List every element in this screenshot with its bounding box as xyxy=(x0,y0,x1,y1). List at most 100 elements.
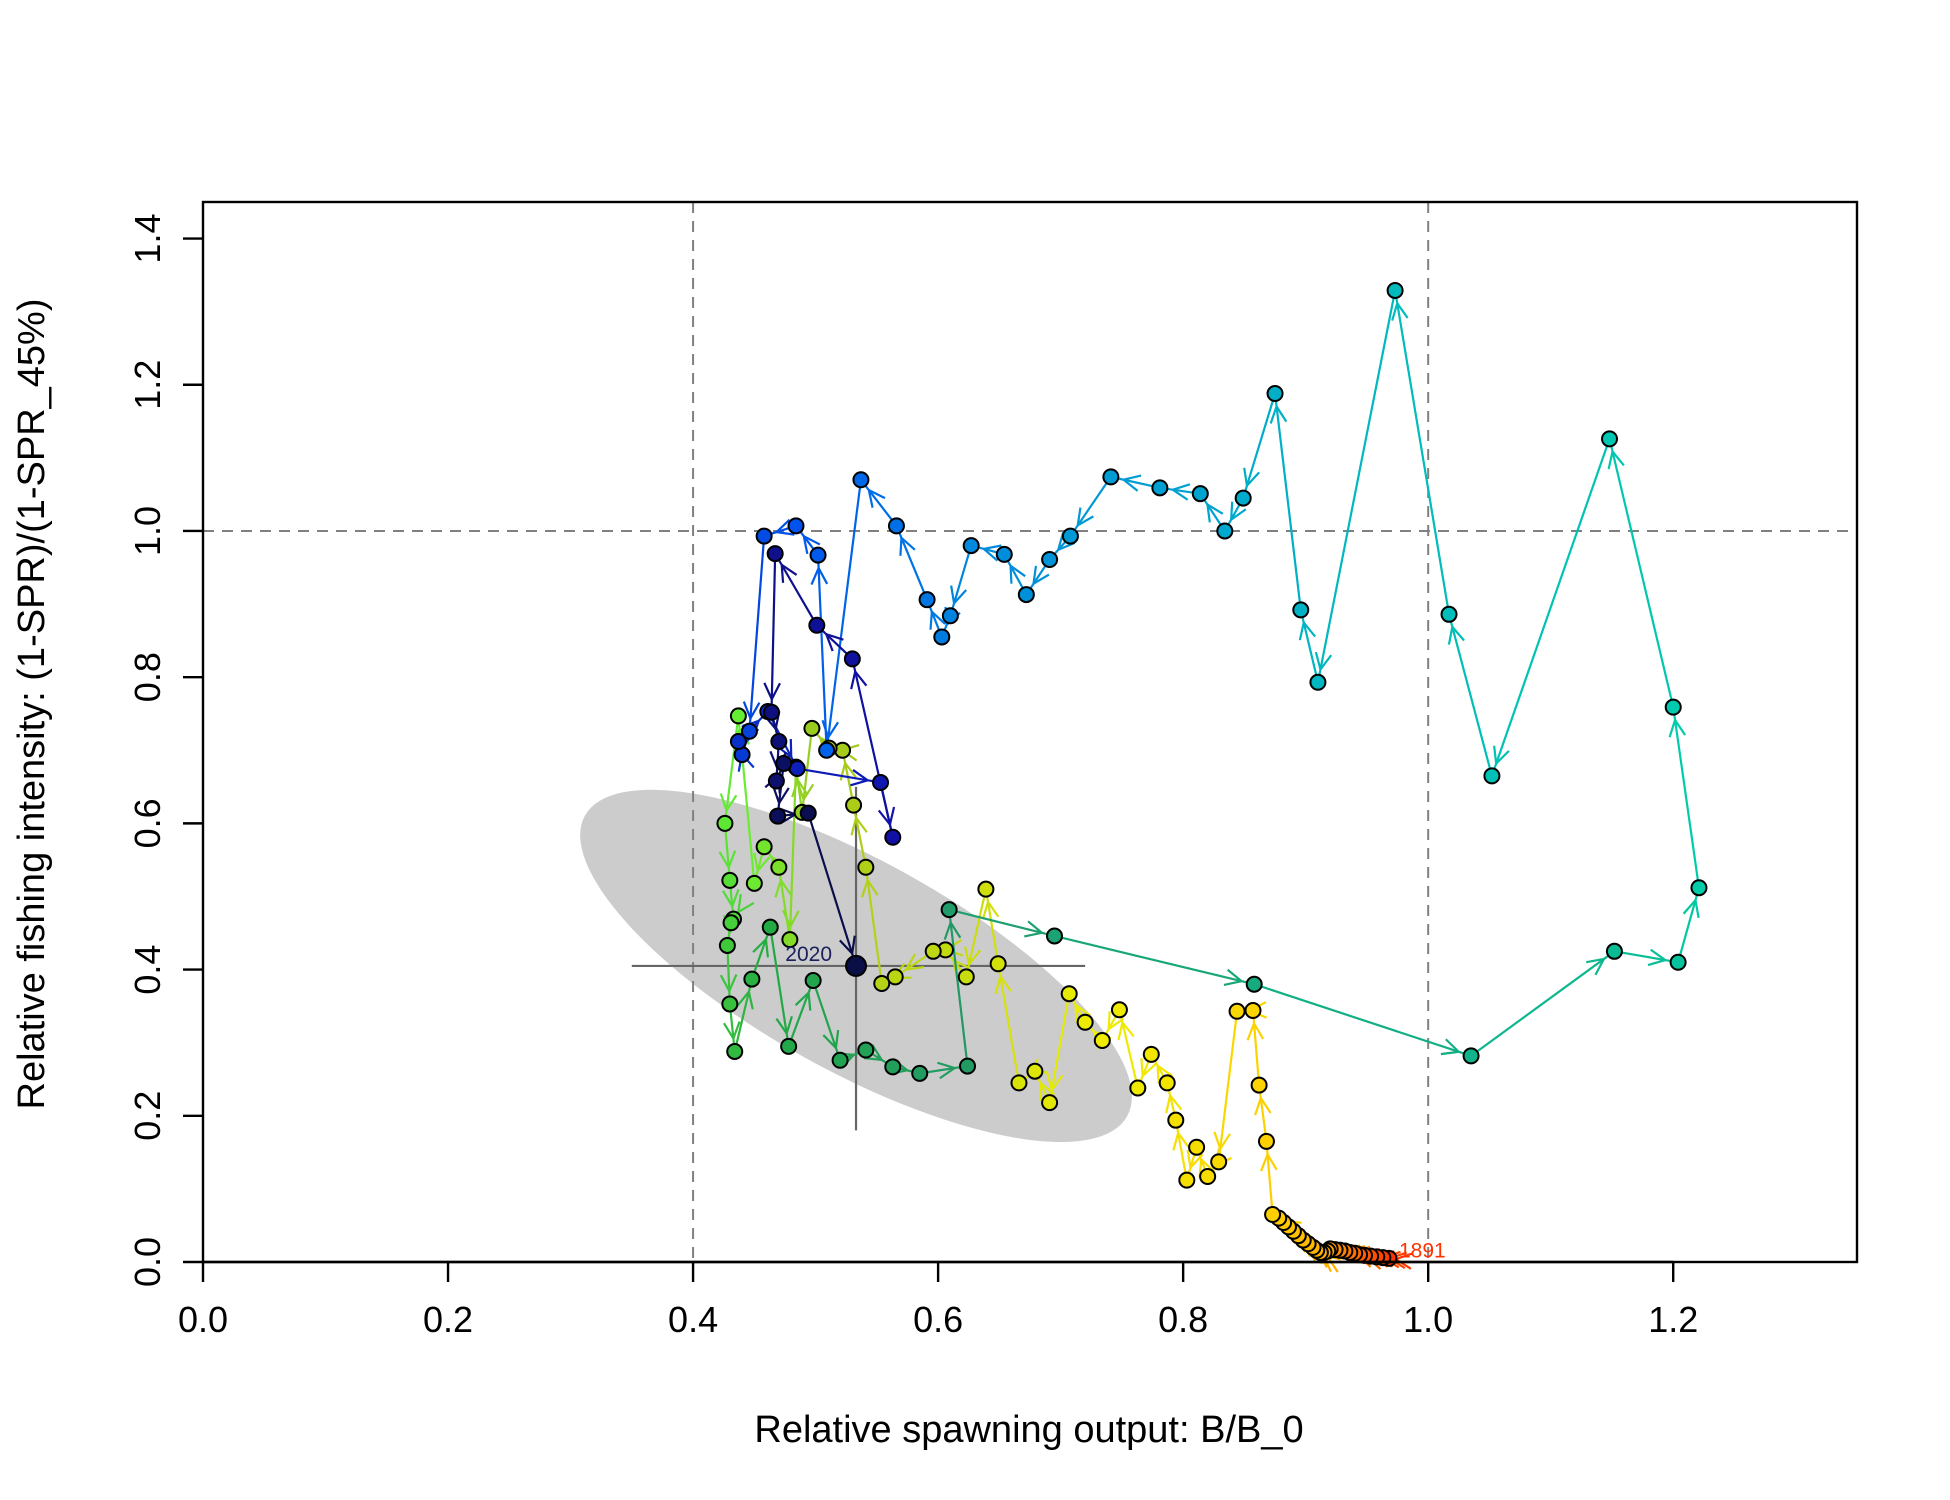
trajectory-arrow xyxy=(850,815,868,836)
trajectory-arrow xyxy=(774,877,792,898)
trajectory-arrow xyxy=(899,535,916,556)
y-tick-label: 0.6 xyxy=(127,798,168,848)
trajectory-arrow xyxy=(1440,1038,1462,1056)
x-tick-label: 1.2 xyxy=(1648,1299,1698,1340)
year-point xyxy=(857,858,875,876)
trajectory-segment xyxy=(1048,993,1071,1103)
trajectory-arrow xyxy=(791,777,809,798)
trajectory-arrow xyxy=(1165,1093,1183,1114)
year-point xyxy=(722,914,740,932)
year-point xyxy=(989,955,1007,973)
year-point xyxy=(977,880,995,898)
year-point xyxy=(770,858,788,876)
year-point xyxy=(1234,489,1252,507)
trajectory-arrow xyxy=(736,989,754,1010)
year-point xyxy=(884,1058,902,1076)
y-tick-label: 0.4 xyxy=(127,945,168,995)
trajectory-arrow xyxy=(775,1015,793,1036)
year-point xyxy=(1266,385,1284,403)
year-point xyxy=(1664,698,1682,716)
year-point xyxy=(718,936,736,954)
trajectory-arrow xyxy=(850,669,868,690)
trajectory-arrow xyxy=(742,701,761,721)
trajectory-arrow xyxy=(1172,1130,1190,1151)
trajectory-segment xyxy=(1490,438,1611,777)
year-point xyxy=(831,1051,849,1069)
trajectory-arrow xyxy=(1243,467,1260,489)
year-point xyxy=(1041,550,1059,568)
trajectory-arrow xyxy=(794,990,812,1011)
year-point xyxy=(1017,586,1035,604)
year-point xyxy=(1142,1045,1160,1063)
year-point xyxy=(886,968,904,986)
year-point xyxy=(1158,1074,1176,1092)
trajectory-arrow xyxy=(963,946,982,967)
year-point xyxy=(761,918,779,936)
year-point xyxy=(1257,1132,1275,1150)
trajectory-arrow xyxy=(821,719,839,740)
year-point xyxy=(834,741,852,759)
year-point xyxy=(767,772,785,790)
year-point xyxy=(1690,879,1708,897)
trajectory-arrow xyxy=(1682,897,1700,919)
year-point xyxy=(1210,1153,1228,1171)
year-point xyxy=(781,931,799,949)
year-point xyxy=(962,537,980,555)
trajectory-arrow xyxy=(867,488,886,508)
trajectory-segment xyxy=(769,927,790,1047)
year-point xyxy=(1228,1002,1246,1020)
trajectory-arrow xyxy=(1024,920,1045,938)
year-point xyxy=(1244,1002,1262,1020)
y-tick-label: 1.0 xyxy=(127,506,168,556)
year-point xyxy=(1026,1062,1044,1080)
year-point xyxy=(1178,1171,1196,1189)
year-point xyxy=(1440,605,1458,623)
year-point xyxy=(941,607,959,625)
trajectory-arrow xyxy=(1246,1020,1265,1041)
year-point xyxy=(726,1042,744,1060)
year-point xyxy=(959,1057,977,1075)
trajectory-arrow xyxy=(1140,1057,1157,1079)
year-point xyxy=(911,1064,929,1082)
trajectory-segment xyxy=(776,763,785,817)
year-point xyxy=(1601,430,1619,448)
trajectory-arrow xyxy=(1213,1131,1231,1152)
trajectory-arrow xyxy=(763,682,781,702)
year-point xyxy=(770,733,788,751)
axes: 0.0 0.2 0.4 0.6 0.8 1.0 1.2 0.0 0.2 0.4 0.6 0.8 1.0 1… xyxy=(127,200,1859,1340)
trajectory-arrow xyxy=(772,785,790,806)
trajectory-arrow xyxy=(1647,948,1668,967)
year-point xyxy=(940,901,958,919)
y-tick-label: 1.4 xyxy=(127,214,168,264)
year-point xyxy=(1102,468,1120,486)
trajectory-arrow xyxy=(822,1029,840,1051)
year-point xyxy=(1188,1138,1206,1156)
trajectory-segment xyxy=(748,536,766,732)
trajectory-arrow xyxy=(774,518,795,536)
trajectory-segment xyxy=(1273,393,1302,611)
trajectory-arrow xyxy=(1121,474,1142,492)
year-point xyxy=(1199,1167,1217,1185)
year-point xyxy=(804,972,822,990)
year-point xyxy=(884,828,902,846)
year-point xyxy=(1129,1079,1147,1097)
trajectory-segment xyxy=(723,823,731,881)
x-tick-label: 0.6 xyxy=(913,1299,963,1340)
trajectory-arrow xyxy=(1117,1019,1135,1041)
year-point xyxy=(1245,975,1263,993)
trajectory-arrow xyxy=(1298,620,1316,641)
year-point xyxy=(1250,1076,1268,1094)
year-point xyxy=(803,719,821,737)
trajectory-arrow xyxy=(839,760,857,781)
trajectory-segment xyxy=(948,909,969,1067)
plot-area: 1891 2020 xyxy=(203,202,1857,1273)
trajectory-arrow xyxy=(824,632,844,652)
x-tick-label: 0.0 xyxy=(178,1299,228,1340)
trajectory-segment xyxy=(825,479,863,751)
trajectory-arrow xyxy=(1039,1080,1056,1101)
year-point xyxy=(780,1037,798,1055)
year-point xyxy=(1191,485,1209,503)
trajectory-segment xyxy=(816,555,828,751)
